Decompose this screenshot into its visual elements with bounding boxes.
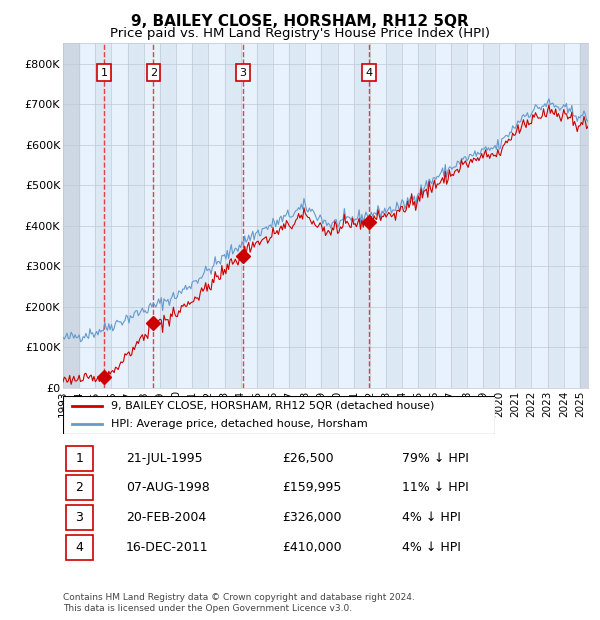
Text: 1: 1	[75, 452, 83, 464]
Text: 3: 3	[75, 512, 83, 524]
Bar	[224, 43, 241, 388]
Bar	[386, 43, 402, 388]
Bar	[257, 43, 273, 388]
Bar	[548, 43, 564, 388]
Text: £159,995: £159,995	[282, 482, 341, 494]
Bar	[63, 43, 79, 388]
Bar	[144, 43, 160, 388]
Bar	[532, 43, 548, 388]
Text: 9, BAILEY CLOSE, HORSHAM, RH12 5QR (detached house): 9, BAILEY CLOSE, HORSHAM, RH12 5QR (deta…	[110, 401, 434, 411]
Bar	[483, 43, 499, 388]
Bar	[434, 43, 451, 388]
Bar	[63, 43, 79, 388]
Bar	[289, 43, 305, 388]
Bar	[322, 43, 338, 388]
Bar	[418, 43, 434, 388]
FancyBboxPatch shape	[65, 446, 93, 471]
Bar	[305, 43, 322, 388]
Text: £26,500: £26,500	[282, 452, 334, 464]
Text: 79% ↓ HPI: 79% ↓ HPI	[403, 452, 469, 464]
Bar	[79, 43, 95, 388]
FancyBboxPatch shape	[65, 535, 93, 560]
Text: £410,000: £410,000	[282, 541, 342, 554]
Text: 2: 2	[150, 68, 157, 78]
Bar	[515, 43, 532, 388]
Text: 4: 4	[366, 68, 373, 78]
Text: 4% ↓ HPI: 4% ↓ HPI	[403, 541, 461, 554]
Text: 4: 4	[75, 541, 83, 554]
Text: 07-AUG-1998: 07-AUG-1998	[125, 482, 209, 494]
Bar	[467, 43, 483, 388]
Bar	[580, 43, 588, 388]
Bar	[402, 43, 418, 388]
Bar	[273, 43, 289, 388]
Bar	[208, 43, 224, 388]
Bar	[95, 43, 112, 388]
Bar	[112, 43, 128, 388]
Bar	[160, 43, 176, 388]
Text: 9, BAILEY CLOSE, HORSHAM, RH12 5QR: 9, BAILEY CLOSE, HORSHAM, RH12 5QR	[131, 14, 469, 29]
Bar	[176, 43, 192, 388]
FancyBboxPatch shape	[65, 476, 93, 500]
Text: 1: 1	[101, 68, 107, 78]
FancyBboxPatch shape	[63, 396, 495, 434]
Text: 3: 3	[239, 68, 246, 78]
Text: 4% ↓ HPI: 4% ↓ HPI	[403, 512, 461, 524]
Bar	[564, 43, 580, 388]
Bar	[580, 43, 596, 388]
Bar	[499, 43, 515, 388]
FancyBboxPatch shape	[65, 505, 93, 530]
Bar	[241, 43, 257, 388]
Text: 21-JUL-1995: 21-JUL-1995	[125, 452, 202, 464]
Text: £326,000: £326,000	[282, 512, 342, 524]
Bar	[338, 43, 354, 388]
Bar	[192, 43, 208, 388]
Text: Price paid vs. HM Land Registry's House Price Index (HPI): Price paid vs. HM Land Registry's House …	[110, 27, 490, 40]
Text: 2: 2	[75, 482, 83, 494]
Bar	[370, 43, 386, 388]
Text: 11% ↓ HPI: 11% ↓ HPI	[403, 482, 469, 494]
Bar	[580, 43, 588, 388]
Text: HPI: Average price, detached house, Horsham: HPI: Average price, detached house, Hors…	[110, 418, 367, 428]
Bar	[451, 43, 467, 388]
Bar	[354, 43, 370, 388]
Bar	[128, 43, 144, 388]
Text: 16-DEC-2011: 16-DEC-2011	[125, 541, 208, 554]
Text: 20-FEB-2004: 20-FEB-2004	[125, 512, 206, 524]
Text: Contains HM Land Registry data © Crown copyright and database right 2024.
This d: Contains HM Land Registry data © Crown c…	[63, 593, 415, 613]
Bar	[63, 43, 79, 388]
